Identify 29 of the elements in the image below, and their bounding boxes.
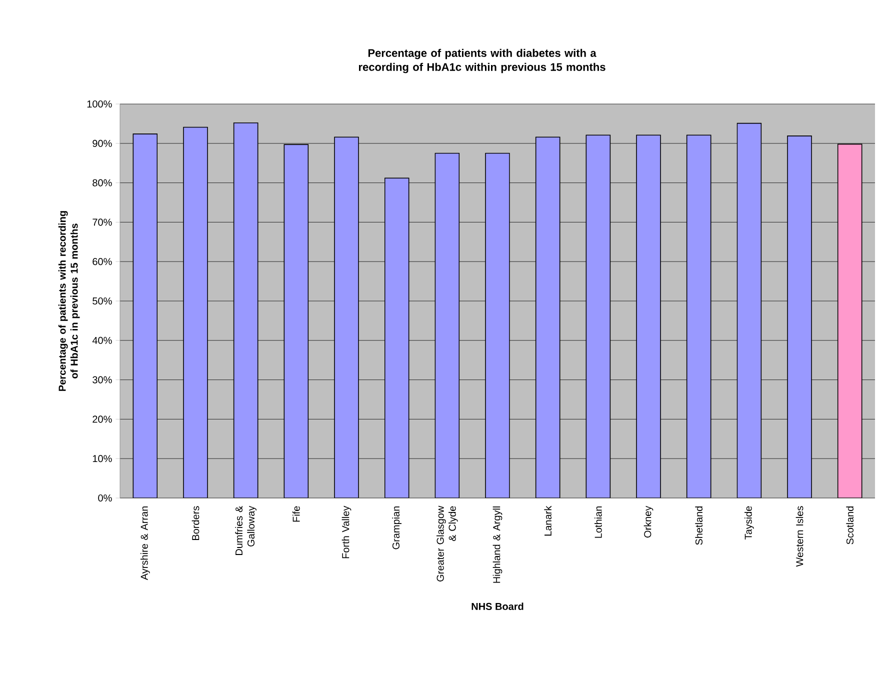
x-tick-label: Orkney [644, 506, 654, 538]
x-tick-label: Scotland [846, 506, 854, 544]
x-tick-label: Western Isles [796, 506, 804, 567]
y-tick-label: 100% [87, 100, 112, 108]
y-tick-label: 70% [92, 218, 112, 226]
x-tick-label: Highland & Argyll [492, 506, 502, 583]
x-tick-label: Shetland [695, 506, 703, 545]
y-axis-title: Percentage of patients with recording of HbA1c in previous 15 months [58, 211, 80, 391]
y-tick-label: 10% [92, 455, 112, 462]
y-tick-label: 30% [92, 376, 112, 384]
x-tick-label: Ayrshire & Arran [140, 506, 150, 580]
y-tick-label: 0% [98, 494, 112, 502]
y-tick-label: 50% [92, 297, 112, 305]
x-tick-label: Dumfries & Galloway [235, 506, 256, 555]
x-tick-label: Tayside [744, 506, 754, 540]
x-tick-label: Lanark [544, 506, 552, 536]
x-tick-label: Fife [292, 506, 300, 522]
x-tick-label: Borders [192, 506, 200, 540]
y-tick-label: 80% [92, 179, 112, 186]
x-tick-label: Forth Valley [342, 506, 352, 558]
y-tick-label: 60% [92, 258, 112, 266]
y-tick-label: 90% [92, 140, 112, 147]
x-axis-title: NHS Board [472, 602, 524, 610]
x-tick-label: Lothian [594, 506, 602, 538]
x-tick-label: Grampian [392, 506, 402, 550]
y-tick-label: 40% [92, 336, 112, 344]
chart-title: Percentage of patients with diabetes with a recording of HbA1c within previous 15 months [358, 48, 606, 74]
y-tick-label: 20% [92, 416, 112, 423]
x-tick-label: Greater Glasgow & Clyde [436, 506, 458, 582]
